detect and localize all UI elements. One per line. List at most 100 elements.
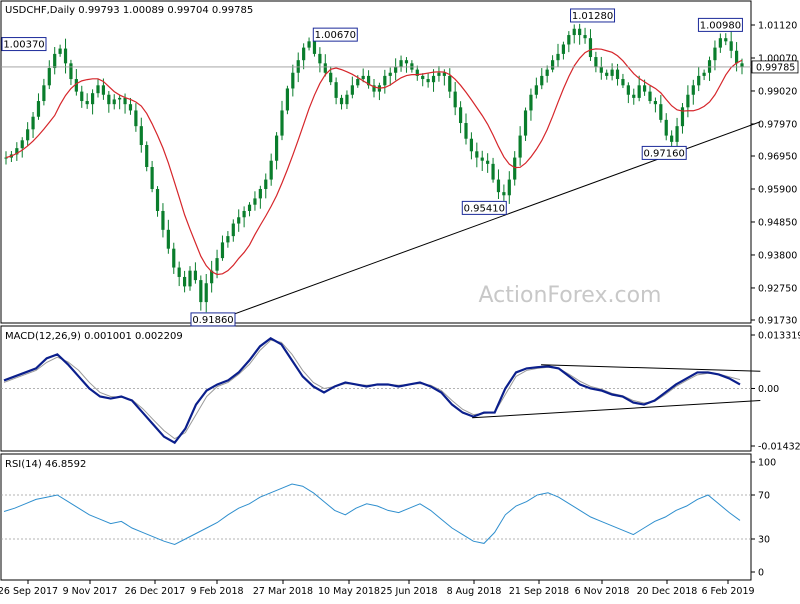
macd-y-ticks: 0.013319 0.00 -0.014323 — [1, 331, 800, 453]
candle-body — [615, 69, 620, 80]
candle-body — [399, 60, 403, 67]
candle-body — [128, 104, 133, 111]
candle-body — [388, 72, 392, 76]
main-panel-frame — [0, 0, 752, 324]
candle-body — [740, 63, 744, 68]
y-tick-label: 0.95900 — [758, 184, 797, 195]
candle-body — [258, 188, 262, 199]
candle-body — [578, 28, 582, 36]
rsi-panel-frame — [0, 453, 752, 581]
y-tick-label: 0.94850 — [758, 217, 797, 228]
rsi-tick-label: 0 — [758, 568, 764, 579]
y-tick-label: 0.99020 — [758, 86, 797, 97]
candle-body — [626, 85, 630, 95]
candle-body — [90, 93, 95, 105]
sma-line — [5, 48, 743, 276]
sma-path — [5, 48, 743, 276]
x-tick-label: 25 Jun 2018 — [380, 586, 437, 597]
candle-body — [659, 104, 663, 120]
macd-trendline — [472, 400, 761, 419]
y-tick-label: 1.01120 — [758, 21, 797, 32]
candle-body — [453, 91, 457, 108]
watermark: ActionForex.com — [479, 283, 662, 308]
candle-body — [431, 75, 436, 83]
annotation-label: 1.00670 — [315, 30, 356, 41]
candle-body — [291, 72, 295, 89]
candle-body — [31, 116, 35, 130]
candle-body — [372, 85, 376, 92]
current-price-label: 0.99785 — [756, 62, 795, 73]
rsi-tick-label: 30 — [758, 535, 770, 546]
candle-body — [513, 157, 517, 180]
candle-body — [112, 99, 116, 105]
candle-body — [134, 110, 138, 127]
candle-body — [226, 236, 230, 243]
candle-body — [361, 75, 365, 80]
candle-body — [253, 198, 257, 205]
candle-body — [334, 82, 338, 98]
main-header: USDCHF,Daily 0.99793 1.00089 0.99704 0.9… — [5, 5, 253, 16]
candle-body — [567, 35, 571, 45]
candle-body — [675, 126, 679, 142]
candle-body — [632, 94, 636, 98]
candle-body — [15, 148, 19, 155]
candle-body — [653, 101, 658, 105]
candle-body — [4, 157, 8, 159]
candle-body — [491, 163, 495, 180]
x-tick-label: 20 Dec 2018 — [637, 586, 698, 597]
annotation-box — [697, 17, 743, 32]
candle-body — [729, 41, 733, 51]
candle-body — [480, 157, 484, 161]
candle-body — [285, 88, 290, 111]
candle-body — [734, 50, 739, 64]
macd-signal-path — [3, 339, 741, 440]
candle-body — [210, 270, 214, 284]
candle-body — [231, 223, 235, 237]
candle-body — [188, 270, 192, 287]
candle-body — [697, 75, 701, 86]
x-tick-label: 6 Feb 2019 — [701, 586, 754, 597]
candle-body — [339, 97, 344, 105]
x-tick-label: 26 Dec 2017 — [125, 586, 186, 597]
candle-body — [53, 53, 57, 69]
x-tick-label: 6 Nov 2018 — [575, 586, 630, 597]
rsi-path — [3, 483, 741, 546]
candle-body — [123, 97, 127, 105]
candle-body — [718, 38, 722, 48]
x-tick-label: 21 Sep 2018 — [509, 586, 569, 597]
candle-body — [475, 151, 479, 158]
annotation-label: 1.01280 — [572, 11, 613, 22]
candle-body — [529, 94, 533, 111]
candle-body — [437, 72, 441, 76]
current-price-line: 0.99785 — [1, 60, 799, 73]
candle-body — [63, 48, 68, 64]
candle-body — [540, 75, 544, 86]
candle-body — [707, 60, 712, 73]
candle-body — [204, 283, 208, 303]
rsi-tick-label: 70 — [758, 491, 770, 502]
candle-body — [556, 53, 560, 61]
candle-body — [155, 188, 160, 211]
candle-body — [318, 53, 322, 64]
candle-body — [691, 85, 695, 95]
candle-body — [312, 41, 317, 54]
candle-body — [702, 72, 706, 76]
candle-body — [36, 101, 41, 117]
candle-body — [74, 79, 78, 92]
candle-body — [356, 79, 360, 86]
x-axis-ticks: 26 Sep 2017 9 Nov 2017 26 Dec 2017 9 Feb 20… — [0, 580, 755, 597]
annotation-label: 1.00980 — [700, 20, 741, 31]
candle-body — [107, 94, 111, 105]
candle-body — [421, 75, 425, 80]
candle-body — [47, 68, 51, 86]
candle-body — [502, 192, 506, 196]
annotation-label: 1.00370 — [3, 40, 44, 51]
y-tick-label: 0.93800 — [758, 250, 797, 261]
candle-body — [193, 270, 198, 281]
candle-body — [523, 110, 528, 136]
candle-body — [161, 210, 165, 230]
candle-body — [118, 97, 122, 100]
y-tick-label: 0.96950 — [758, 152, 797, 163]
candle-body — [345, 94, 349, 105]
candle-body — [145, 145, 149, 168]
